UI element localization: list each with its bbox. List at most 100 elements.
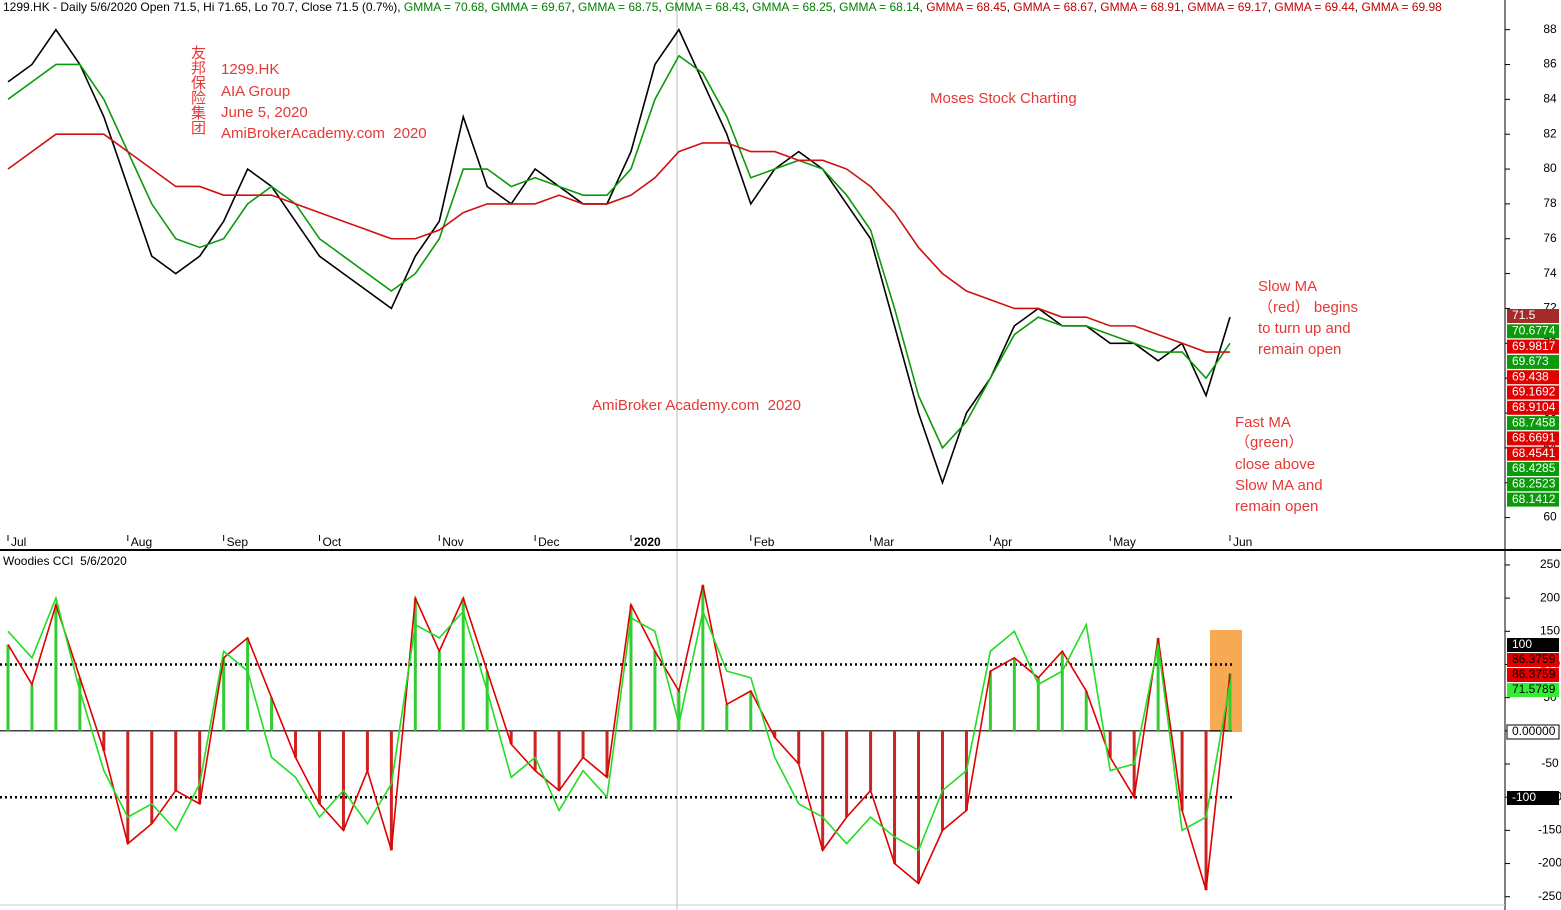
y-tick-label: 84 [1543, 92, 1557, 106]
price-label-box [1507, 370, 1559, 385]
price-label: 69.1692 [1512, 385, 1556, 399]
header-segment: GMMA = 68.45 [926, 0, 1007, 14]
price-label-box [1507, 324, 1559, 339]
y-tick-label: -250 [1538, 889, 1561, 903]
annotation: 友邦保险集团 [189, 45, 206, 135]
series-line [7, 28, 1231, 486]
x-tick-label: 2020 [634, 535, 661, 549]
x-tick-label: May [1113, 535, 1136, 549]
series-line [7, 54, 1231, 450]
price-label: 68.2523 [1512, 476, 1556, 490]
x-tick-label: Mar [874, 535, 895, 549]
annotation: Slow MA [1258, 278, 1317, 295]
header-segment: GMMA = 69.17 [1187, 0, 1268, 14]
x-tick-label: Sep [227, 535, 249, 549]
cci-label: 0.00000 [1512, 724, 1556, 738]
x-tick-label: Apr [993, 535, 1012, 549]
y-tick-label: 60 [1543, 510, 1557, 524]
x-tick-label: Feb [754, 535, 775, 549]
cci-label-box [1507, 683, 1559, 697]
header-segment: GMMA = 68.91 [1100, 0, 1181, 14]
annotation: AmiBroker Academy.com 2020 [592, 397, 801, 414]
y-tick-label: 86 [1543, 57, 1557, 71]
annotation: to turn up and [1258, 320, 1351, 337]
y-tick-label: -150 [1538, 823, 1561, 837]
header-segment: GMMA = 69.44 [1274, 0, 1355, 14]
cci-title: Woodies CCI 5/6/2020 [3, 554, 127, 568]
cci-label-box [1507, 653, 1559, 667]
price-label-box [1507, 492, 1559, 507]
cci-label-box [1507, 791, 1559, 805]
y-tick-label: 88 [1543, 22, 1557, 36]
annotation: AIA Group [221, 83, 290, 100]
x-tick-label: Jun [1233, 535, 1252, 549]
price-label: 69.673 [1512, 354, 1549, 368]
annotation: Fast MA [1235, 414, 1291, 431]
price-label-box [1507, 416, 1559, 431]
price-label: 68.6691 [1512, 431, 1556, 445]
header-segment: GMMA = 68.25 [752, 0, 833, 14]
header-segment: GMMA = 68.67 [1013, 0, 1094, 14]
cci-label: 86.3759 [1512, 652, 1556, 666]
price-label-box [1507, 462, 1559, 476]
price-label-box [1507, 385, 1559, 400]
price-label-box [1507, 339, 1559, 354]
annotation: （red） begins [1258, 299, 1358, 316]
annotation: June 5, 2020 [221, 104, 308, 121]
price-label: 68.7458 [1512, 415, 1556, 429]
x-tick-label: Aug [131, 535, 152, 549]
cci-label: -100 [1512, 790, 1536, 804]
annotation: Slow MA and [1235, 477, 1323, 494]
price-label: 68.4541 [1512, 446, 1556, 460]
cci-label: 71.5789 [1512, 682, 1556, 696]
annotation: remain open [1258, 341, 1341, 358]
y-tick-label: 80 [1543, 161, 1557, 175]
header-segment: GMMA = 68.43 [665, 0, 746, 14]
annotation: （green） [1235, 434, 1303, 451]
price-label-box [1507, 354, 1559, 369]
chart-header: 1299.HK - Daily 5/6/2020 Open 71.5, Hi 7… [3, 0, 1442, 14]
header-segment: GMMA = 68.14 [839, 0, 920, 14]
price-label: 68.4285 [1512, 461, 1556, 475]
y-tick-label: 250 [1540, 557, 1560, 571]
y-tick-label: -200 [1538, 856, 1561, 870]
annotation: remain open [1235, 498, 1318, 515]
price-label: 69.9817 [1512, 339, 1556, 353]
x-tick-label: Nov [442, 535, 463, 549]
header-segment: GMMA = 69.98 [1361, 0, 1442, 14]
series-line [7, 584, 1231, 891]
price-label: 69.438 [1512, 369, 1549, 383]
annotation: AmiBrokerAcademy.com 2020 [221, 125, 427, 142]
y-tick-label: 200 [1540, 590, 1560, 604]
cci-label-box [1506, 724, 1560, 740]
y-tick-label: 150 [1540, 623, 1560, 637]
header-segment: GMMA = 68.75 [578, 0, 659, 14]
cci-label-box [1507, 638, 1559, 652]
annotation: close above [1235, 456, 1315, 473]
series-line [7, 133, 1230, 353]
y-tick-label: 82 [1543, 126, 1557, 140]
x-tick-label: Jul [11, 535, 26, 549]
price-label: 70.6774 [1512, 323, 1556, 337]
series-line [7, 595, 1231, 852]
price-label-box [1507, 431, 1559, 446]
annotation: Moses Stock Charting [930, 90, 1077, 107]
y-tick-label: 78 [1543, 196, 1557, 210]
price-label-box [1507, 309, 1559, 323]
price-label-box [1507, 400, 1559, 415]
x-tick-label: Oct [322, 535, 341, 549]
y-tick-label: 74 [1543, 266, 1557, 280]
price-label: 68.9104 [1512, 400, 1556, 414]
cci-label: 100 [1512, 637, 1532, 651]
cci-label-box [1507, 668, 1559, 682]
header-segment: 1299.HK - Daily 5/6/2020 Open 71.5, Hi 7… [3, 0, 397, 14]
header-segment: GMMA = 70.68 [404, 0, 485, 14]
cci-label: 86.3759 [1512, 667, 1556, 681]
y-tick-label: 76 [1543, 231, 1557, 245]
y-tick-label: -50 [1541, 756, 1559, 770]
price-label: 71.5 [1512, 308, 1536, 322]
annotation: 1299.HK [221, 61, 279, 78]
price-label-box [1507, 477, 1559, 492]
